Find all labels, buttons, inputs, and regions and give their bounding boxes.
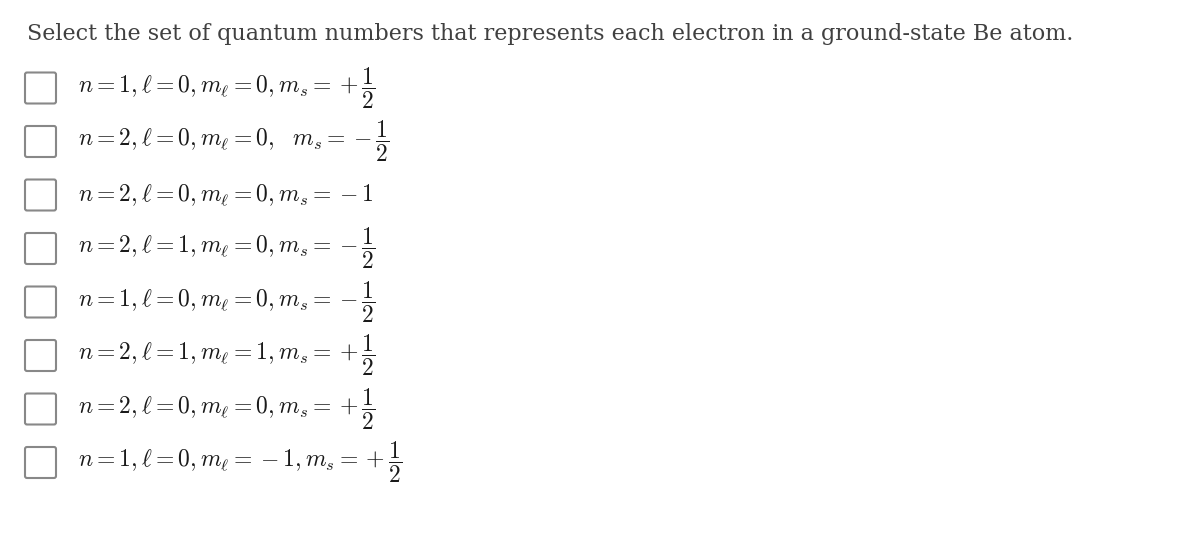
FancyBboxPatch shape — [25, 73, 56, 104]
Text: $n = 2, \ell = 1, m_\ell = 0, m_s = -\dfrac{1}{2}$: $n = 2, \ell = 1, m_\ell = 0, m_s = -\df… — [78, 226, 376, 271]
FancyBboxPatch shape — [25, 233, 56, 264]
Text: $n = 1, \ell = 0, m_\ell = -1, m_s = +\dfrac{1}{2}$: $n = 1, \ell = 0, m_\ell = -1, m_s = +\d… — [78, 440, 402, 485]
FancyBboxPatch shape — [25, 447, 56, 478]
Text: $n = 2, \ell = 1, m_\ell = 1, m_s = +\dfrac{1}{2}$: $n = 2, \ell = 1, m_\ell = 1, m_s = +\df… — [78, 333, 376, 378]
Text: $n = 1, \ell = 0, m_\ell = 0, m_s = -\dfrac{1}{2}$: $n = 1, \ell = 0, m_\ell = 0, m_s = -\df… — [78, 279, 376, 325]
Text: $n = 2, \ell = 0, m_\ell = 0, m_s = -1$: $n = 2, \ell = 0, m_\ell = 0, m_s = -1$ — [78, 182, 373, 208]
FancyBboxPatch shape — [25, 394, 56, 425]
FancyBboxPatch shape — [25, 126, 56, 157]
FancyBboxPatch shape — [25, 287, 56, 318]
FancyBboxPatch shape — [25, 340, 56, 371]
Text: $n = 1, \ell = 0, m_\ell = 0, m_s = +\dfrac{1}{2}$: $n = 1, \ell = 0, m_\ell = 0, m_s = +\df… — [78, 65, 376, 111]
Text: Select the set of quantum numbers that represents each electron in a ground-stat: Select the set of quantum numbers that r… — [28, 23, 1073, 45]
Text: $n = 2, \ell = 0, m_\ell = 0, m_s = +\dfrac{1}{2}$: $n = 2, \ell = 0, m_\ell = 0, m_s = +\df… — [78, 386, 376, 432]
Text: $n = 2, \ell = 0, m_\ell = 0,\ \ m_s = -\dfrac{1}{2}$: $n = 2, \ell = 0, m_\ell = 0,\ \ m_s = -… — [78, 119, 389, 164]
FancyBboxPatch shape — [25, 180, 56, 211]
